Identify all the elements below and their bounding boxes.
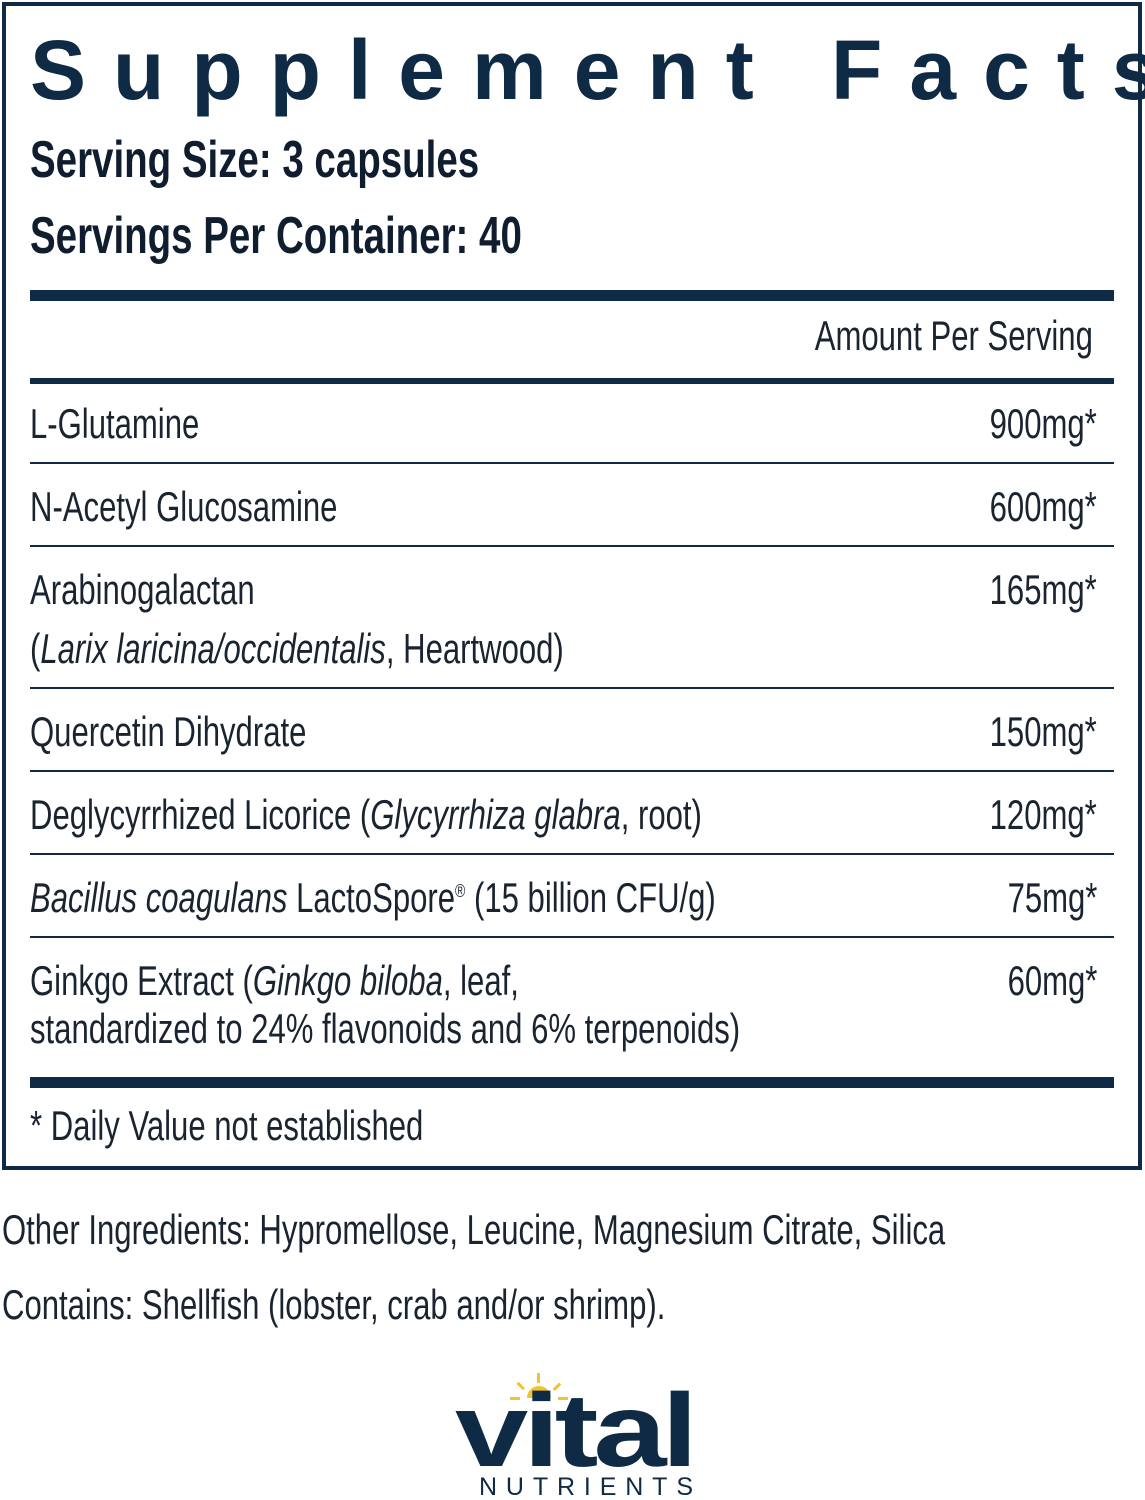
brand-logo: vital NUTRIENTS — [455, 1373, 695, 1498]
amount-header: Amount Per Serving — [814, 312, 1093, 359]
ingredient-name-line2: (Larix laricina/occidentalis, Heartwood) — [30, 625, 564, 672]
row-divider — [30, 936, 1114, 938]
serving-size: Serving Size: 3 capsules — [30, 131, 480, 189]
thick-divider — [30, 290, 1114, 301]
facts-panel — [2, 2, 1142, 1170]
panel-title: Supplement Facts — [30, 23, 1145, 117]
ingredient-name: Quercetin Dihydrate — [30, 708, 307, 755]
ingredient-name: L-Glutamine — [30, 400, 200, 447]
ingredient-name-line2: standardized to 24% flavonoids and 6% te… — [30, 1005, 741, 1052]
ingredient-amount: 75mg* — [1007, 874, 1097, 921]
row-divider — [30, 462, 1114, 464]
ingredient-name: Arabinogalactan — [30, 566, 255, 613]
row-divider — [30, 853, 1114, 855]
sun-icon — [510, 1373, 568, 1400]
svg-text:vital: vital — [455, 1373, 693, 1489]
row-divider — [30, 770, 1114, 772]
ingredient-name: Ginkgo Extract (Ginkgo biloba, leaf, — [30, 957, 519, 1004]
servings-per-container: Servings Per Container: 40 — [30, 207, 522, 265]
ingredient-amount: 165mg* — [989, 566, 1097, 613]
ingredient-amount: 600mg* — [989, 483, 1097, 530]
ingredient-name: Bacillus coagulans LactoSpore® (15 billi… — [30, 874, 716, 921]
divider — [30, 378, 1114, 384]
row-divider — [30, 545, 1114, 547]
thick-divider — [30, 1077, 1114, 1088]
ingredient-amount: 900mg* — [989, 400, 1097, 447]
ingredient-amount: 60mg* — [1007, 957, 1097, 1004]
ingredient-name: N-Acetyl Glucosamine — [30, 483, 338, 530]
ingredient-amount: 150mg* — [989, 708, 1097, 755]
footnote: * Daily Value not established — [30, 1102, 424, 1149]
ingredient-amount: 120mg* — [989, 791, 1097, 838]
ingredient-name: Deglycyrrhized Licorice (Glycyrrhiza gla… — [30, 791, 702, 838]
other-ingredients: Other Ingredients: Hypromellose, Leucine… — [2, 1206, 946, 1253]
svg-text:NUTRIENTS: NUTRIENTS — [479, 1473, 693, 1498]
allergen-statement: Contains: Shellfish (lobster, crab and/o… — [2, 1281, 666, 1328]
row-divider — [30, 687, 1114, 689]
